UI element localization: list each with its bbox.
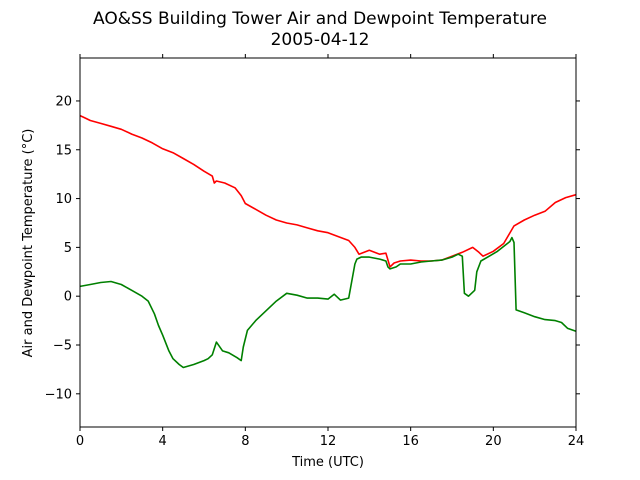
- series-line-0: [79, 114, 577, 268]
- plot-frame: [79, 57, 577, 428]
- x-tick-label: 12: [320, 434, 337, 449]
- x-tick-label: 24: [568, 434, 585, 449]
- x-tick-label: 8: [241, 434, 249, 449]
- y-tick-label: 20: [55, 94, 72, 109]
- ticks-layer: 0 4 8 12 16 20 24 −10 −5 0 5 10 15 20: [45, 54, 585, 449]
- y-tick-label: −10: [45, 387, 72, 402]
- x-tick-label: 0: [76, 434, 84, 449]
- y-tick-label: 15: [55, 143, 72, 158]
- x-tick-label: 20: [485, 434, 502, 449]
- series-line-1: [79, 236, 577, 369]
- y-tick-label: 10: [55, 192, 72, 207]
- y-tick-label: 0: [64, 290, 72, 305]
- y-tick-label: 5: [64, 241, 72, 256]
- chart-title: AO&SS Building Tower Air and Dewpoint Te…: [93, 9, 547, 29]
- y-tick-label: −5: [53, 339, 72, 354]
- y-axis-label: Air and Dewpoint Temperature (°C): [21, 129, 36, 358]
- x-tick-label: 4: [159, 434, 167, 449]
- series-layer: [79, 114, 577, 369]
- chart-subtitle: 2005-04-12: [271, 30, 370, 50]
- x-axis-label: Time (UTC): [291, 455, 364, 470]
- x-tick-label: 16: [402, 434, 419, 449]
